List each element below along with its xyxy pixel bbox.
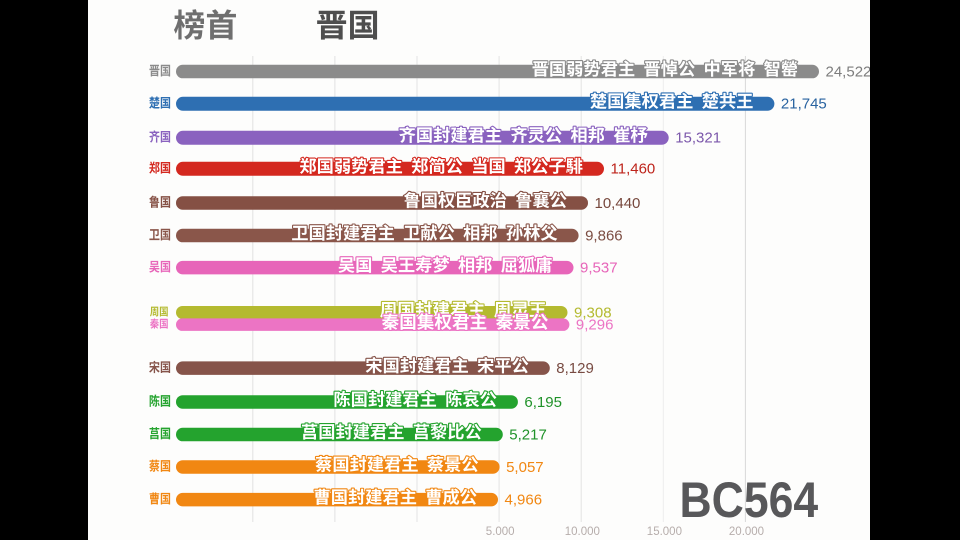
svg-text:9,866: 9,866 [585, 228, 623, 245]
svg-text:6,195: 6,195 [524, 394, 562, 411]
svg-text:8,129: 8,129 [556, 360, 594, 377]
svg-text:5,217: 5,217 [509, 426, 547, 443]
svg-text:9,537: 9,537 [580, 260, 618, 277]
svg-text:5.000: 5.000 [486, 526, 515, 538]
svg-text:BC564: BC564 [680, 472, 819, 528]
svg-text:15,321: 15,321 [675, 130, 721, 147]
svg-text:20.000: 20.000 [729, 526, 764, 538]
svg-text:21,745: 21,745 [781, 96, 827, 113]
svg-text:5,057: 5,057 [506, 459, 544, 476]
svg-text:10,440: 10,440 [595, 195, 641, 212]
svg-text:10.000: 10.000 [565, 526, 600, 538]
svg-text:15.000: 15.000 [647, 526, 682, 538]
svg-text:4,966: 4,966 [505, 492, 543, 509]
svg-text:9,296: 9,296 [576, 317, 614, 334]
svg-text:11,460: 11,460 [611, 161, 656, 178]
svg-text:9,308: 9,308 [574, 304, 612, 321]
svg-text:24,522: 24,522 [826, 64, 872, 81]
